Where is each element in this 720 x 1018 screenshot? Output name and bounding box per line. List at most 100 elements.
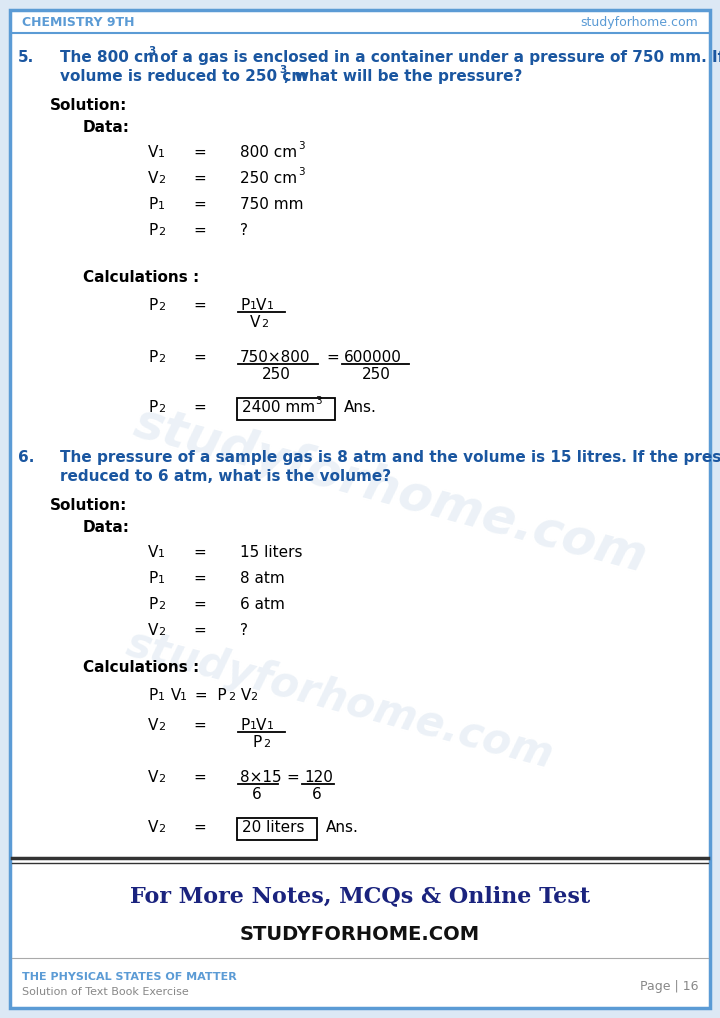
Text: 750 mm: 750 mm [240, 197, 304, 212]
FancyBboxPatch shape [10, 10, 710, 1008]
Text: =: = [193, 298, 206, 313]
Text: 1: 1 [250, 301, 257, 312]
Text: =: = [193, 223, 206, 238]
Text: P: P [148, 197, 157, 212]
Text: 2: 2 [158, 404, 165, 414]
Text: =: = [193, 545, 206, 560]
Text: 2: 2 [250, 692, 257, 702]
Text: 2: 2 [158, 722, 165, 732]
Text: 2400 mm: 2400 mm [242, 400, 315, 415]
Text: 2: 2 [261, 319, 268, 329]
Text: P: P [148, 350, 157, 365]
Text: V: V [236, 688, 251, 703]
Text: V: V [148, 770, 158, 785]
Text: 1: 1 [267, 721, 274, 731]
Text: Calculations :: Calculations : [83, 270, 199, 285]
Text: 1: 1 [158, 201, 165, 211]
Text: P: P [148, 400, 157, 415]
Text: 6: 6 [312, 787, 322, 802]
Text: =: = [193, 571, 206, 586]
Text: 3: 3 [148, 46, 156, 56]
Text: ?: ? [240, 223, 248, 238]
Text: 1: 1 [267, 301, 274, 312]
Text: 2: 2 [228, 692, 235, 702]
Text: 6 atm: 6 atm [240, 597, 285, 612]
Text: studyforhome.com: studyforhome.com [580, 15, 698, 29]
Text: Page | 16: Page | 16 [639, 980, 698, 993]
Text: Ans.: Ans. [326, 821, 359, 835]
FancyBboxPatch shape [237, 398, 335, 420]
Text: 1: 1 [158, 549, 165, 559]
Text: 2: 2 [158, 175, 165, 185]
Text: For More Notes, MCQs & Online Test: For More Notes, MCQs & Online Test [130, 885, 590, 907]
Text: The 800 cm: The 800 cm [60, 50, 159, 65]
Text: CHEMISTRY 9TH: CHEMISTRY 9TH [22, 15, 135, 29]
Text: V: V [148, 718, 158, 733]
Text: V: V [250, 315, 261, 330]
Text: 8×15: 8×15 [240, 770, 282, 785]
Text: 600000: 600000 [344, 350, 402, 365]
Text: =: = [193, 597, 206, 612]
Text: 2: 2 [158, 774, 165, 784]
Text: Solution of Text Book Exercise: Solution of Text Book Exercise [22, 987, 189, 997]
Text: ?: ? [240, 623, 248, 638]
Text: V: V [256, 298, 266, 313]
Text: 1: 1 [158, 692, 165, 702]
Text: 750×800: 750×800 [240, 350, 310, 365]
Text: =: = [193, 623, 206, 638]
Text: P: P [240, 718, 249, 733]
Text: 2: 2 [158, 601, 165, 611]
Text: 3: 3 [298, 142, 305, 151]
Text: 800 cm: 800 cm [240, 145, 297, 160]
Text: 2: 2 [263, 739, 270, 749]
Text: 3: 3 [298, 167, 305, 177]
Text: 250: 250 [362, 367, 391, 382]
Text: P: P [148, 298, 157, 313]
Text: 3: 3 [279, 65, 287, 75]
Text: reduced to 6 atm, what is the volume?: reduced to 6 atm, what is the volume? [60, 469, 391, 484]
Text: studyforhome.com: studyforhome.com [122, 623, 558, 778]
Text: 2: 2 [158, 302, 165, 312]
Text: Ans.: Ans. [344, 400, 377, 415]
Text: V: V [148, 145, 158, 160]
Text: 15 liters: 15 liters [240, 545, 302, 560]
Text: P: P [148, 688, 157, 703]
Text: volume is reduced to 250 cm: volume is reduced to 250 cm [60, 69, 307, 84]
Text: =: = [193, 197, 206, 212]
Text: 20 liters: 20 liters [242, 821, 305, 835]
Text: =: = [286, 770, 299, 785]
Text: =: = [193, 350, 206, 365]
FancyBboxPatch shape [237, 818, 317, 840]
Text: =  P: = P [190, 688, 227, 703]
Text: V: V [148, 821, 158, 835]
Text: P: P [148, 223, 157, 238]
Text: 8 atm: 8 atm [240, 571, 284, 586]
Text: =: = [326, 350, 338, 365]
Text: =: = [193, 821, 206, 835]
Text: 6: 6 [252, 787, 262, 802]
Text: 250: 250 [262, 367, 291, 382]
Text: P: P [240, 298, 249, 313]
Text: =: = [193, 718, 206, 733]
Text: 2: 2 [158, 227, 165, 237]
Text: =: = [193, 770, 206, 785]
Text: Solution:: Solution: [50, 498, 127, 513]
Text: 6.: 6. [18, 450, 35, 465]
Text: V: V [166, 688, 181, 703]
Text: =: = [193, 400, 206, 415]
Text: Data:: Data: [83, 520, 130, 535]
Text: =: = [193, 171, 206, 186]
Text: 2: 2 [158, 627, 165, 637]
Text: The pressure of a sample gas is 8 atm and the volume is 15 litres. If the pressu: The pressure of a sample gas is 8 atm an… [60, 450, 720, 465]
Text: 1: 1 [180, 692, 187, 702]
Text: 2: 2 [158, 354, 165, 364]
Text: V: V [256, 718, 266, 733]
Text: 250 cm: 250 cm [240, 171, 297, 186]
Text: Solution:: Solution: [50, 98, 127, 113]
Text: V: V [148, 623, 158, 638]
Text: , what will be the pressure?: , what will be the pressure? [284, 69, 523, 84]
Text: =: = [193, 145, 206, 160]
Text: P: P [148, 597, 157, 612]
Text: Data:: Data: [83, 120, 130, 135]
Text: 1: 1 [158, 149, 165, 159]
